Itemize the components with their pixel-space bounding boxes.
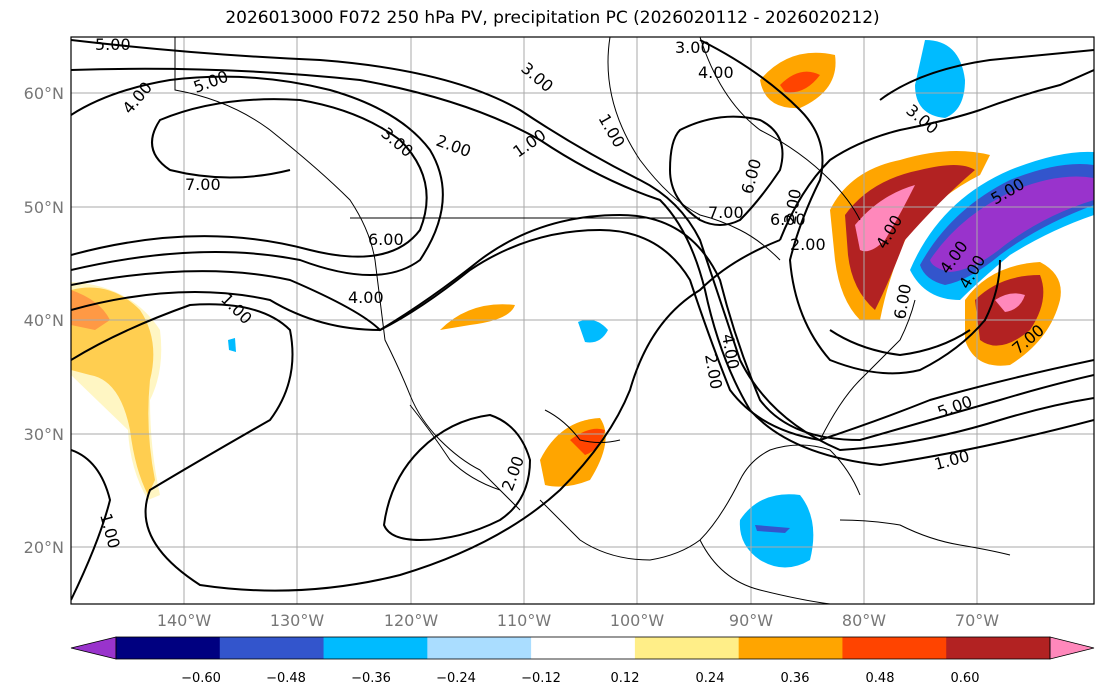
lon-label: 80°W [842,611,886,630]
coastlines [174,37,1011,604]
contour-label: 5.00 [95,35,131,54]
colorbar-tick-label: 0.60 [951,671,980,686]
colorbar-swatch [116,637,221,659]
colorbar [70,636,1095,660]
plot-title: 2026013000 F072 250 hPa PV, precipitatio… [225,8,880,28]
colorbar-extend-min [70,636,117,660]
lat-label: 50°N [24,198,64,217]
colorbar-swatch [634,637,740,659]
colorbar-swatch [842,637,947,659]
colorbar-tick-label: −0.12 [521,671,561,686]
colorbar-tick-label: −0.48 [266,671,306,686]
colorbar-outline [115,636,1051,660]
contour-label: 7.00 [185,175,221,194]
contour-label: 3.00 [675,38,711,57]
colorbar-tick-label: −0.60 [181,671,221,686]
colorbar-tick-label: 0.48 [866,671,895,686]
lon-label: 130°W [270,611,325,630]
colorbar-swatch [427,637,532,659]
latitude-labels: 60°N 50°N 40°N 30°N 20°N [24,84,64,557]
lon-label: 110°W [497,611,552,630]
lon-label: 90°W [729,611,773,630]
colorbar-extend-max [1049,636,1095,660]
colorbar-swatch [738,637,843,659]
colorbar-tick-label: 0.12 [611,671,640,686]
colorbar-swatch [946,637,1051,659]
lat-label: 20°N [24,538,64,557]
contour-label: 7.00 [708,203,744,222]
map-frame [70,36,1095,605]
precip-shading [71,40,1094,568]
lat-label: 60°N [24,84,64,103]
colorbar-tick-label: −0.24 [436,671,476,686]
colorbar-swatch [323,637,428,659]
lon-label: 70°W [955,611,999,630]
lat-label: 30°N [24,425,64,444]
colorbar-swatch [219,637,325,659]
lon-label: 140°W [157,611,212,630]
lon-label: 100°W [610,611,665,630]
contour-label: 4.00 [348,288,384,307]
colorbar-tick-label: 0.24 [696,671,725,686]
contour-label: 6.00 [368,230,404,249]
colorbar-labels: −0.60 −0.48 −0.36 −0.24 −0.12 0.12 0.24 … [181,671,979,686]
longitude-labels: 140°W 130°W 120°W 110°W 100°W 90°W 80°W … [157,611,999,630]
pv-contours [71,39,1094,601]
lat-label: 40°N [24,311,64,330]
contour-label: 6.00 [770,210,806,229]
colorbar-tick-label: −0.36 [351,671,391,686]
colorbar-swatch [531,637,636,659]
contour-label: 2.00 [790,235,826,254]
lon-label: 120°W [384,611,439,630]
colorbar-tick-label: 0.36 [781,671,810,686]
contour-label: 4.00 [698,63,734,82]
